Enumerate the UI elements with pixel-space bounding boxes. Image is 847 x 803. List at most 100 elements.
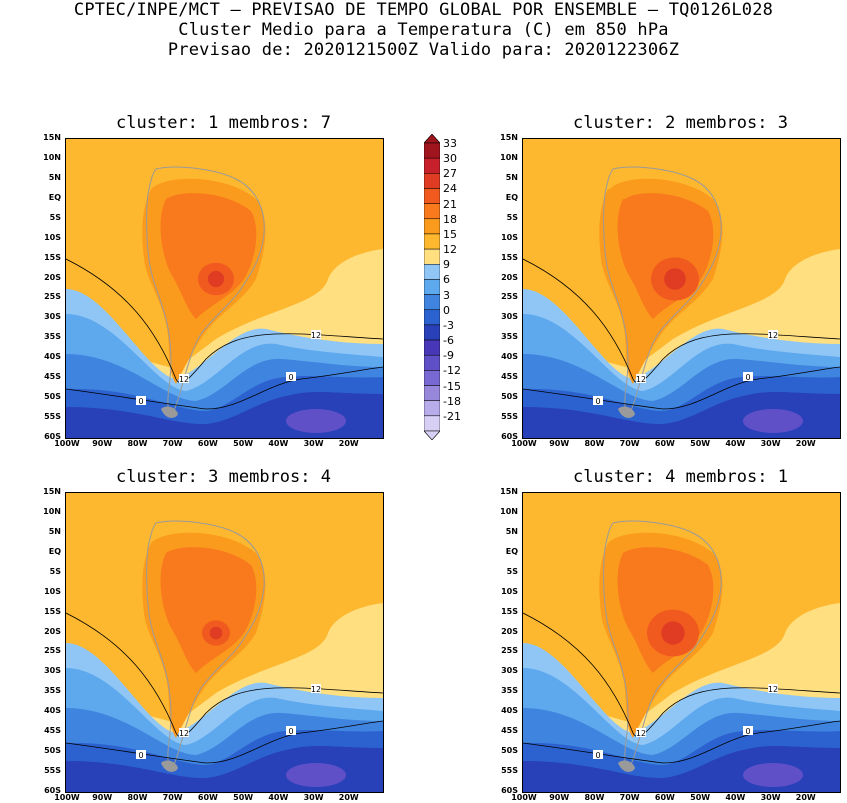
map-panel-2: 12 12 0 0 xyxy=(522,138,841,439)
lat-tick-label: 60S xyxy=(501,432,518,441)
colorbar-swatch xyxy=(423,370,441,386)
lon-tick-label: 80W xyxy=(584,439,605,448)
lat-tick-label: 15S xyxy=(44,606,61,616)
lat-tick-label: 20S xyxy=(44,626,61,636)
lat-tick-label: 35S xyxy=(501,686,518,696)
colorbar-level-label: -9 xyxy=(443,349,454,363)
lat-tick-label: EQ xyxy=(505,546,518,556)
colorbar-swatch xyxy=(423,248,441,265)
warm-region-21 xyxy=(160,547,257,673)
header-line-3: Previsao de: 2020121500Z Valido para: 20… xyxy=(167,40,680,60)
coastline xyxy=(146,166,265,419)
lon-tick-label: 90W xyxy=(92,793,113,802)
lon-tick-label: 40W xyxy=(725,439,746,448)
lat-tick-label: 15S xyxy=(501,606,518,616)
lat-tick-label: 25S xyxy=(44,646,61,656)
contour-label-bg xyxy=(311,330,321,339)
colorbar-level-label: 3 xyxy=(443,288,450,302)
lon-tick-label: 90W xyxy=(549,793,570,802)
lon-tick-label: 40W xyxy=(268,793,289,802)
contour-label-bg xyxy=(136,750,146,759)
coastline xyxy=(603,166,722,419)
lon-tick-label: 50W xyxy=(233,439,254,448)
lat-tick-label: 30S xyxy=(44,312,61,322)
colorbar-swatch xyxy=(423,264,441,280)
lat-tick-label: 40S xyxy=(501,352,518,362)
contour-label-bg xyxy=(179,374,189,383)
warm-region-27 xyxy=(664,268,686,290)
lat-tick-label: 40S xyxy=(44,706,61,716)
cold-core xyxy=(286,409,346,433)
contour-label: 0 xyxy=(138,397,143,406)
colorbar-swatch xyxy=(423,233,441,250)
contour-label: 0 xyxy=(595,751,600,760)
figure-header: CPTEC/INPE/MCT – PREVISAO DE TEMPO GLOBA… xyxy=(0,0,847,60)
lon-tick-label: 100W xyxy=(511,793,537,802)
contour-label-bg xyxy=(636,374,646,383)
contour-label-bg xyxy=(768,330,778,339)
lat-tick-label: 20S xyxy=(44,272,61,282)
lat-tick-label: 45S xyxy=(501,726,518,736)
lat-tick-label: 15N xyxy=(500,133,518,142)
coastline xyxy=(146,520,265,773)
lat-tick-label: 5N xyxy=(48,526,61,536)
map-panel-3: 12 12 0 0 xyxy=(65,492,384,793)
lon-tick-label: 100W xyxy=(54,793,80,802)
lat-tick-label: 10S xyxy=(44,232,61,242)
colorbar-level-label: 9 xyxy=(443,258,450,272)
lat-tick-label: 5N xyxy=(505,172,518,182)
colorbar-level-label: -15 xyxy=(443,379,461,393)
lon-tick-label: 70W xyxy=(619,439,640,448)
lat-tick-label: 50S xyxy=(501,746,518,756)
lat-tick-label: 40S xyxy=(501,706,518,716)
colorbar-swatch xyxy=(423,385,441,401)
panel-title-4: cluster: 4 membros: 1 xyxy=(573,467,788,487)
contour-label: 12 xyxy=(311,685,321,694)
lon-tick-label: 60W xyxy=(197,439,218,448)
colorbar-level-label: -18 xyxy=(443,394,461,408)
tierra-del-fuego xyxy=(161,406,178,418)
contour-label: 0 xyxy=(745,373,750,382)
contour-label: 0 xyxy=(288,373,293,382)
cold-core xyxy=(286,763,346,787)
lat-tick-label: 10N xyxy=(43,506,61,516)
colorbar-level-label: -3 xyxy=(443,318,454,332)
colorbar-level-label: 15 xyxy=(443,227,457,241)
lat-tick-label: 10N xyxy=(500,152,518,162)
colorbar-level-label: 12 xyxy=(443,243,457,257)
lat-tick-label: 10S xyxy=(44,586,61,596)
lat-tick-label: 10N xyxy=(500,506,518,516)
lat-tick-label: 35S xyxy=(44,686,61,696)
contour-label: 12 xyxy=(179,375,189,384)
lon-tick-label: 70W xyxy=(162,793,183,802)
lat-tick-label: 55S xyxy=(501,412,518,422)
contour-label: 12 xyxy=(768,331,778,340)
lat-tick-label: 30S xyxy=(44,666,61,676)
lon-tick-label: 100W xyxy=(511,439,537,448)
lat-tick-label: 55S xyxy=(44,412,61,422)
contour-label: 12 xyxy=(636,729,646,738)
panel-title-2: cluster: 2 membros: 3 xyxy=(573,113,788,133)
contour-label-bg xyxy=(179,728,189,737)
lat-tick-label: 15N xyxy=(500,487,518,496)
lon-tick-label: 50W xyxy=(690,793,711,802)
contour-label-bg xyxy=(743,372,753,381)
colorbar-swatch xyxy=(423,279,441,295)
lat-tick-label: 20S xyxy=(501,626,518,636)
lon-tick-label: 40W xyxy=(268,439,289,448)
lat-tick-label: 5N xyxy=(505,526,518,536)
lat-tick-label: 45S xyxy=(501,372,518,382)
lat-tick-label: 5S xyxy=(49,212,61,222)
tierra-del-fuego xyxy=(618,406,635,418)
lat-tick-label: EQ xyxy=(48,546,61,556)
colorbar-swatch xyxy=(423,339,441,356)
lat-tick-label: 10S xyxy=(501,232,518,242)
lat-tick-label: 15S xyxy=(44,252,61,262)
contour-label: 12 xyxy=(311,331,321,340)
contour-label-bg xyxy=(136,396,146,405)
contour-label-bg xyxy=(593,750,603,759)
colorbar-level-label: 21 xyxy=(443,197,457,211)
lon-tick-label: 60W xyxy=(197,793,218,802)
colorbar-level-label: 27 xyxy=(443,167,457,181)
lat-tick-label: 5S xyxy=(506,212,518,222)
